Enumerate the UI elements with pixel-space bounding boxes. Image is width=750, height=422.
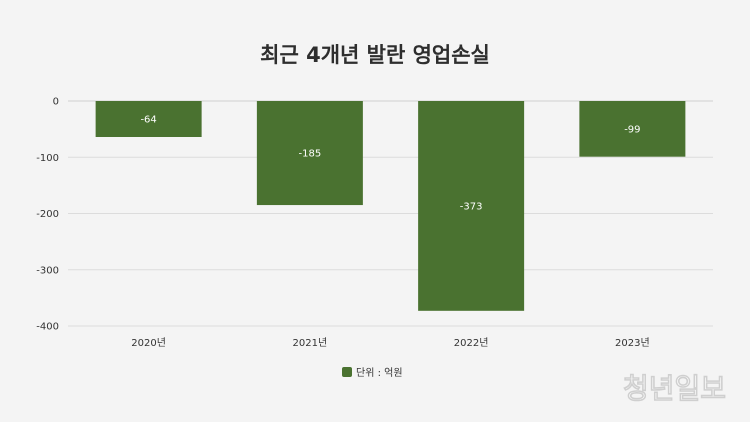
data-label: -373 xyxy=(460,201,483,212)
watermark-logo: 청년일보 xyxy=(623,372,726,405)
bar xyxy=(256,101,363,206)
y-tick-label: -200 xyxy=(36,209,59,220)
legend-swatch xyxy=(342,367,352,377)
chart-title: 최근 4개년 발란 영업손실 xyxy=(260,43,490,67)
y-tick-label: -300 xyxy=(36,265,59,276)
legend-label: 단위 : 억원 xyxy=(356,366,403,379)
bar xyxy=(95,101,202,137)
bars xyxy=(95,101,686,311)
data-label: -64 xyxy=(140,115,156,126)
y-tick-label: -100 xyxy=(36,153,59,164)
bar xyxy=(579,101,686,157)
data-labels: -64 -185 -373 -99 xyxy=(140,115,640,213)
bar xyxy=(418,101,525,311)
y-tick-label: 0 xyxy=(53,97,59,108)
x-tick-label: 2020년 xyxy=(131,337,166,349)
x-tick-label: 2023년 xyxy=(615,337,650,349)
y-axis-ticks: 0 -100 -200 -300 -400 xyxy=(36,97,59,333)
x-tick-label: 2022년 xyxy=(454,337,489,349)
x-tick-label: 2021년 xyxy=(293,337,328,349)
y-tick-label: -400 xyxy=(36,322,59,333)
data-label: -185 xyxy=(299,149,322,160)
data-label: -99 xyxy=(624,124,640,135)
x-axis-ticks: 2020년 2021년 2022년 2023년 xyxy=(131,337,649,349)
legend: 단위 : 억원 xyxy=(342,366,403,379)
